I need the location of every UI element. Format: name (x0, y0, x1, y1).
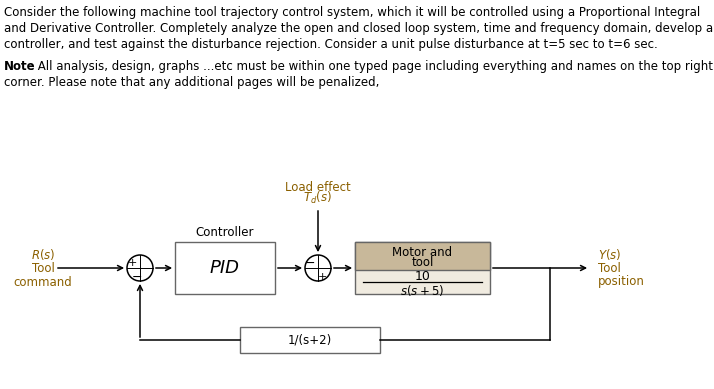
Text: 10: 10 (415, 270, 431, 282)
Text: $Y(s)$: $Y(s)$ (598, 247, 621, 261)
Text: $R(s)$: $R(s)$ (31, 247, 55, 261)
Text: Load effect: Load effect (285, 181, 351, 194)
Text: −: − (305, 256, 316, 270)
Bar (175, 242, 275, 294)
Text: 1/(s+2): 1/(s+2) (288, 333, 332, 347)
Text: +: + (127, 258, 136, 268)
Text: and Derivative Controller. Completely analyze the open and closed loop system, t: and Derivative Controller. Completely an… (4, 22, 713, 35)
Text: : All analysis, design, graphs ...etc must be within one typed page including ev: : All analysis, design, graphs ...etc mu… (30, 60, 713, 73)
Text: position: position (598, 275, 645, 289)
Text: Controller: Controller (196, 226, 254, 239)
Text: Motor and: Motor and (393, 245, 453, 259)
Bar (355, 242, 490, 294)
Text: tool: tool (411, 256, 433, 268)
Text: $s(s + 5)$: $s(s + 5)$ (401, 282, 445, 298)
Text: +: + (317, 272, 327, 282)
Text: corner. Please note that any additional pages will be penalized,: corner. Please note that any additional … (4, 76, 379, 89)
Text: command: command (14, 275, 72, 289)
Text: controller, and test against the disturbance rejection. Consider a unit pulse di: controller, and test against the disturb… (4, 38, 658, 51)
Text: Note: Note (4, 60, 36, 73)
Bar (355, 242, 490, 270)
Text: Consider the following machine tool trajectory control system, which it will be : Consider the following machine tool traj… (4, 6, 700, 19)
Text: −: − (132, 270, 142, 284)
Text: $T_d(s)$: $T_d(s)$ (303, 190, 333, 206)
Text: Tool: Tool (598, 261, 621, 275)
Bar (240, 327, 380, 353)
Text: PID: PID (210, 259, 240, 277)
Text: Tool: Tool (31, 261, 54, 275)
